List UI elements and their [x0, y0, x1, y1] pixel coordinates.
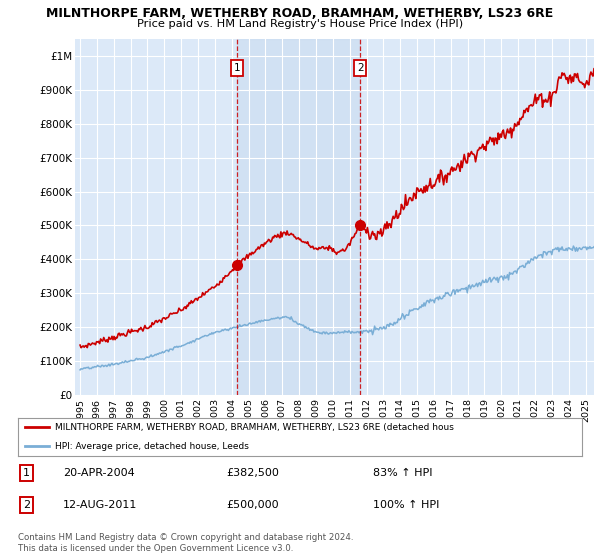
Text: 1: 1 [233, 63, 240, 73]
Text: Price paid vs. HM Land Registry's House Price Index (HPI): Price paid vs. HM Land Registry's House … [137, 19, 463, 29]
Text: 2: 2 [23, 500, 30, 510]
Text: MILNTHORPE FARM, WETHERBY ROAD, BRAMHAM, WETHERBY, LS23 6RE: MILNTHORPE FARM, WETHERBY ROAD, BRAMHAM,… [46, 7, 554, 20]
Text: 12-AUG-2011: 12-AUG-2011 [63, 500, 137, 510]
Text: Contains HM Land Registry data © Crown copyright and database right 2024.
This d: Contains HM Land Registry data © Crown c… [18, 533, 353, 553]
Text: 83% ↑ HPI: 83% ↑ HPI [373, 468, 433, 478]
Text: 1: 1 [23, 468, 30, 478]
Text: 2: 2 [357, 63, 364, 73]
Text: HPI: Average price, detached house, Leeds: HPI: Average price, detached house, Leed… [55, 442, 248, 451]
Text: 100% ↑ HPI: 100% ↑ HPI [373, 500, 440, 510]
Bar [237, 39, 360, 395]
Text: MILNTHORPE FARM, WETHERBY ROAD, BRAMHAM, WETHERBY, LS23 6RE (detached hous: MILNTHORPE FARM, WETHERBY ROAD, BRAMHAM,… [55, 423, 454, 432]
Text: £500,000: £500,000 [227, 500, 280, 510]
Text: 20-APR-2004: 20-APR-2004 [63, 468, 135, 478]
Text: £382,500: £382,500 [227, 468, 280, 478]
